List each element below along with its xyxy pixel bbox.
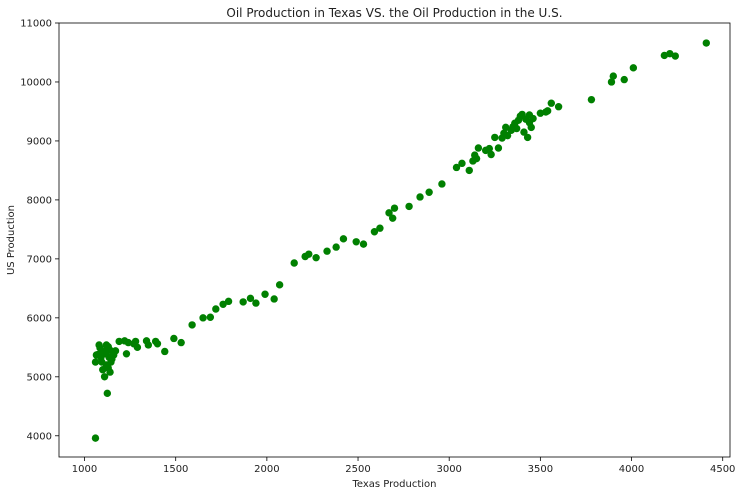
x-tick-label-2: 2000 <box>254 464 279 475</box>
data-point-41 <box>212 305 220 313</box>
x-axis-label: Texas Production <box>351 479 436 490</box>
data-point-40 <box>206 313 215 321</box>
data-point-60 <box>376 224 384 232</box>
data-point-78 <box>491 133 499 142</box>
data-point-103 <box>587 95 596 104</box>
data-point-34 <box>153 340 162 348</box>
data-point-24 <box>115 337 123 346</box>
data-point-62 <box>388 214 397 222</box>
data-point-49 <box>275 281 284 289</box>
plot-frame <box>58 22 731 458</box>
y-axis: 4000 5000 6000 7000 8000 9000 10000 11000 <box>20 19 59 442</box>
data-point-87 <box>512 124 521 133</box>
data-point-77 <box>487 150 495 159</box>
data-point-70 <box>465 166 473 175</box>
data-point-104 <box>607 78 616 86</box>
y-axis-label: US Production <box>6 205 17 275</box>
data-point-110 <box>671 52 679 60</box>
data-point-57 <box>352 238 360 246</box>
data-point-61 <box>385 209 393 217</box>
data-point-39 <box>199 314 207 322</box>
data-point-46 <box>252 299 260 307</box>
x-tick-label-0: 1000 <box>72 464 97 475</box>
data-point-44 <box>239 298 247 306</box>
data-point-30 <box>133 343 142 352</box>
data-point-0 <box>91 434 100 442</box>
data-point-76 <box>485 144 494 153</box>
data-point-52 <box>305 250 313 258</box>
data-point-29 <box>131 337 140 346</box>
data-point-96 <box>527 123 535 132</box>
data-point-50 <box>290 259 298 267</box>
data-point-102 <box>554 103 563 111</box>
data-point-48 <box>270 295 278 303</box>
data-point-65 <box>416 193 424 201</box>
y-tick-label-0: 4000 <box>27 431 52 442</box>
y-tick-label-1: 5000 <box>27 372 52 383</box>
x-tick-label-3: 2500 <box>345 464 370 475</box>
chart-title: Oil Production in Texas VS. the Oil Prod… <box>226 6 562 20</box>
data-point-47 <box>261 290 269 298</box>
data-point-93 <box>523 133 532 142</box>
data-point-54 <box>323 247 331 255</box>
data-point-1 <box>91 358 100 366</box>
data-point-35 <box>161 347 169 356</box>
data-point-82 <box>502 123 510 132</box>
data-point-56 <box>339 235 348 243</box>
x-tick-label-5: 3500 <box>528 464 553 475</box>
points-layer <box>91 39 710 442</box>
y-tick-label-7: 11000 <box>20 19 52 30</box>
data-point-26 <box>122 350 131 358</box>
data-point-97 <box>529 114 537 123</box>
data-point-64 <box>405 202 413 211</box>
data-point-68 <box>452 163 461 172</box>
data-point-73 <box>472 154 481 163</box>
data-point-32 <box>144 341 153 349</box>
data-point-10 <box>100 373 109 381</box>
data-point-100 <box>543 107 552 115</box>
x-axis: 1000 1500 2000 2500 3000 3500 4000 4500 <box>72 457 735 475</box>
data-point-43 <box>224 297 233 306</box>
y-tick-label-4: 8000 <box>27 195 52 206</box>
data-point-42 <box>219 300 227 308</box>
data-point-83 <box>503 131 512 140</box>
y-tick-label-2: 6000 <box>27 313 52 324</box>
x-tick-label-1: 1500 <box>163 464 188 475</box>
x-tick-label-7: 4500 <box>710 464 735 475</box>
x-tick-label-6: 4000 <box>619 464 644 475</box>
data-point-23 <box>111 347 120 355</box>
data-point-37 <box>177 338 185 347</box>
y-tick-label-5: 9000 <box>27 136 52 147</box>
data-point-106 <box>620 75 628 84</box>
data-point-67 <box>438 180 446 188</box>
data-point-14 <box>103 389 112 398</box>
data-point-45 <box>246 294 255 303</box>
data-point-66 <box>425 188 433 196</box>
data-point-69 <box>458 159 466 168</box>
data-point-111 <box>702 39 710 47</box>
data-point-19 <box>106 368 114 376</box>
data-point-58 <box>359 240 368 248</box>
data-point-53 <box>312 253 320 262</box>
y-tick-label-3: 7000 <box>27 254 52 265</box>
data-point-107 <box>629 64 638 72</box>
data-point-36 <box>170 334 178 343</box>
data-point-59 <box>370 228 379 236</box>
data-point-74 <box>474 144 483 152</box>
data-point-105 <box>609 72 617 80</box>
x-tick-label-4: 3000 <box>436 464 461 475</box>
data-point-38 <box>188 321 196 329</box>
y-tick-label-6: 10000 <box>20 77 52 88</box>
data-point-55 <box>332 243 340 251</box>
data-point-91 <box>520 128 528 136</box>
data-point-101 <box>547 99 556 107</box>
data-point-79 <box>494 144 503 152</box>
data-point-63 <box>390 204 399 212</box>
